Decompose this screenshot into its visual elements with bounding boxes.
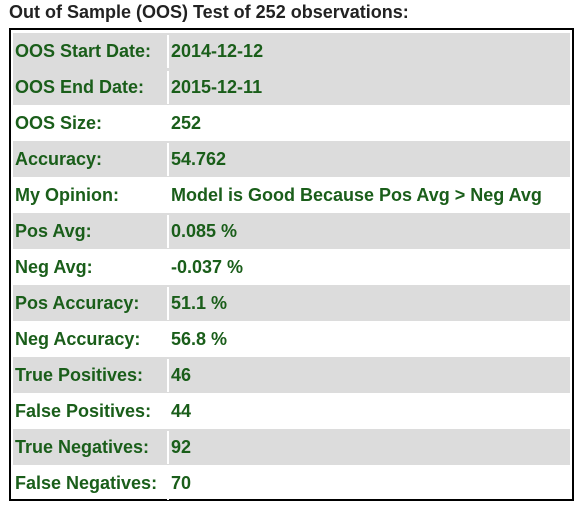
page-title: Out of Sample (OOS) Test of 252 observat…	[9, 2, 409, 22]
row-label: Pos Avg:	[13, 214, 169, 248]
row-value: 51.1 %	[169, 286, 570, 320]
row-label: OOS Start Date:	[13, 34, 169, 68]
row-value: 54.762	[169, 142, 570, 176]
row-value: Model is Good Because Pos Avg > Neg Avg	[171, 184, 542, 205]
table-row-pos-accuracy: Pos Accuracy: 51.1 %	[13, 285, 570, 321]
row-value: 92	[169, 430, 570, 464]
row-label: Accuracy:	[13, 142, 169, 176]
row-label: Neg Accuracy:	[13, 322, 169, 356]
row-value: -0.037 %	[171, 256, 244, 277]
row-value: 70	[171, 472, 192, 493]
table-row-neg-accuracy: Neg Accuracy: 56.8 %	[13, 321, 570, 357]
row-label: Pos Accuracy:	[13, 286, 169, 320]
row-value: 2014-12-12	[169, 34, 570, 68]
row-label: False Negatives:	[13, 466, 169, 500]
row-label: My Opinion:	[13, 178, 169, 212]
table-row-oos-end-date: OOS End Date: 2015-12-11	[13, 69, 570, 105]
row-label: False Positives:	[13, 394, 169, 428]
table-row-false-positives: False Positives: 44	[13, 393, 570, 429]
row-label: True Negatives:	[13, 430, 169, 464]
table-row-my-opinion: My Opinion: Model is Good Because Pos Av…	[13, 177, 570, 213]
table-row-accuracy: Accuracy: 54.762	[13, 141, 570, 177]
table-row-pos-avg: Pos Avg: 0.085 %	[13, 213, 570, 249]
row-value: 44	[171, 400, 192, 421]
row-value: 0.085 %	[169, 214, 570, 248]
row-value: 56.8 %	[171, 328, 228, 349]
table-row-oos-start-date: OOS Start Date: 2014-12-12	[13, 33, 570, 69]
oos-stats-table: OOS Start Date: 2014-12-12 OOS End Date:…	[9, 28, 574, 501]
row-label: Neg Avg:	[13, 250, 169, 284]
row-label: True Positives:	[13, 358, 169, 392]
row-value: 46	[169, 358, 570, 392]
row-value: 2015-12-11	[169, 70, 570, 104]
row-label: OOS Size:	[13, 106, 169, 140]
row-label: OOS End Date:	[13, 70, 169, 104]
table-row-neg-avg: Neg Avg: -0.037 %	[13, 249, 570, 285]
row-value: 252	[171, 112, 202, 133]
table-row-true-negatives: True Negatives: 92	[13, 429, 570, 465]
table-row-true-positives: True Positives: 46	[13, 357, 570, 393]
table-row-oos-size: OOS Size: 252	[13, 105, 570, 141]
table-row-false-negatives: False Negatives: 70	[13, 465, 570, 501]
